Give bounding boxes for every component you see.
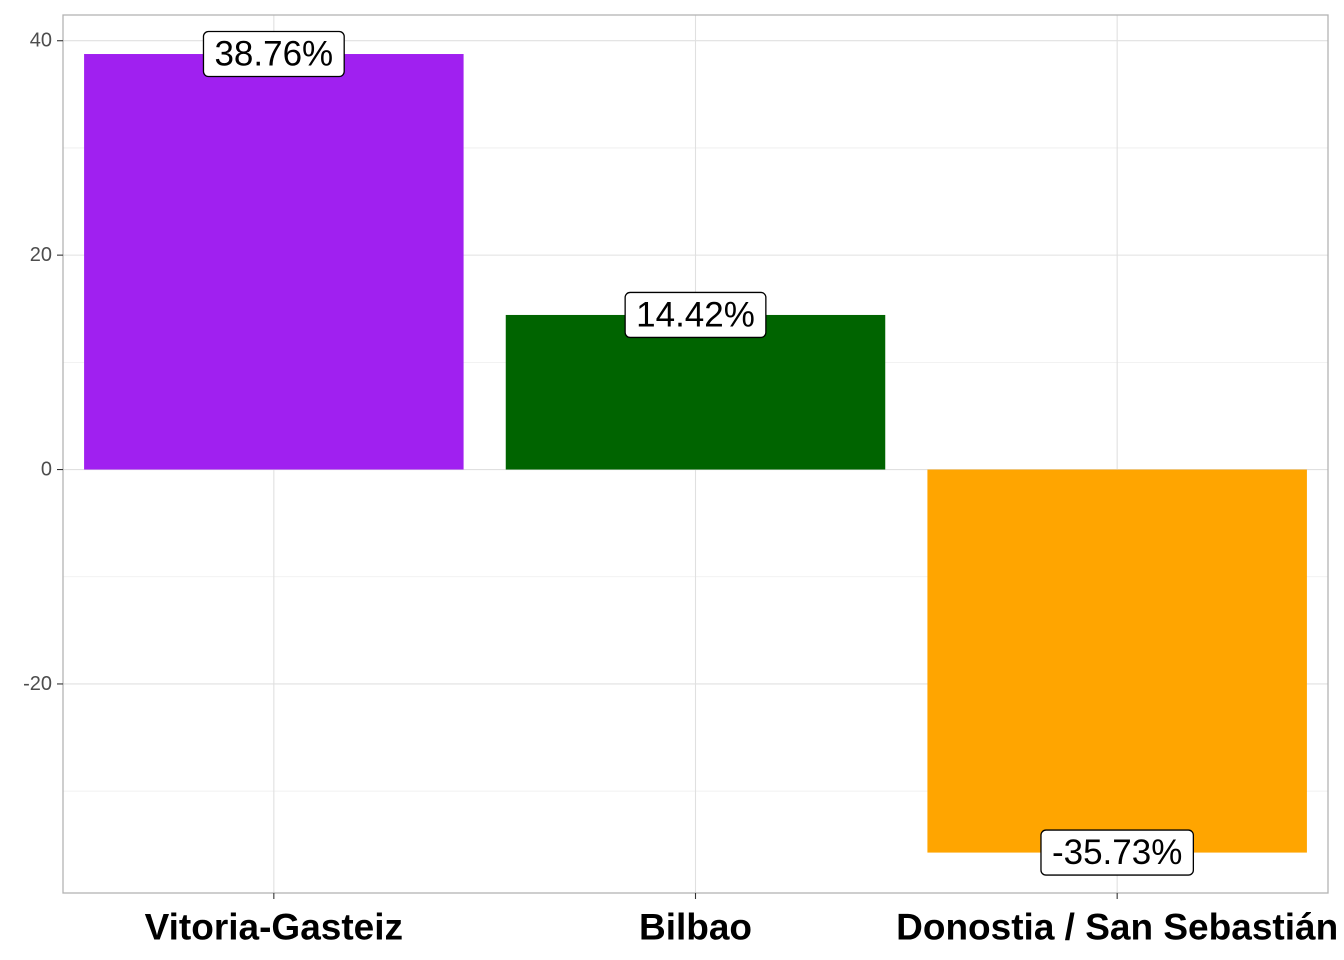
- x-axis: Vitoria-Gasteiz Bilbao Donostia / San Seba…: [145, 893, 1338, 948]
- data-label-box: [624, 291, 767, 339]
- y-tick-label: 0: [41, 459, 52, 481]
- data-label-text: -35.73%: [1052, 833, 1182, 872]
- bars: [84, 54, 1307, 853]
- y-tick-label: 20: [30, 244, 52, 266]
- bar-vitoria-gasteiz: [84, 54, 464, 470]
- y-tick-label: -20: [23, 673, 52, 695]
- x-tick-label: Vitoria-Gasteiz: [145, 907, 403, 948]
- y-tick-label: 40: [30, 30, 52, 52]
- data-label-text: 38.76%: [214, 35, 333, 74]
- x-tick-label: Bilbao: [639, 907, 752, 948]
- data-label-text: 14.42%: [636, 295, 755, 334]
- x-tick-label: Donostia / San Sebastián: [896, 907, 1338, 948]
- data-label: 38.76%: [202, 30, 345, 78]
- bar-donostia-san-sebasti-n: [927, 469, 1307, 853]
- data-labels: 38.76% 14.42% -35.73%: [202, 30, 1195, 876]
- data-label: 14.42%: [624, 291, 767, 339]
- data-label-box: [1040, 829, 1195, 876]
- bar-bilbao: [505, 314, 886, 470]
- data-label-box: [202, 30, 345, 78]
- data-label: -35.73%: [1040, 829, 1195, 876]
- y-axis: -20 0 20 40: [23, 30, 63, 695]
